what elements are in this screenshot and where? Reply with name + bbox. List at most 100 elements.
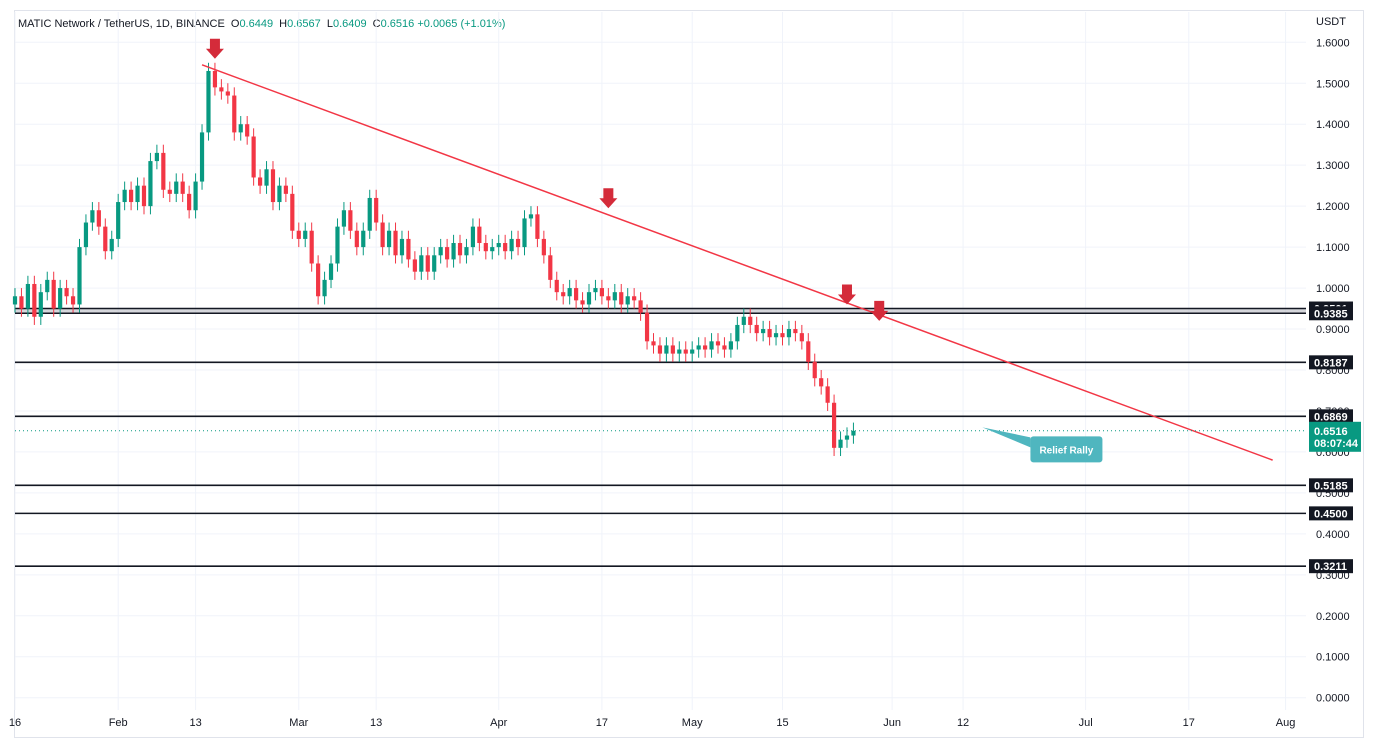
x-tick-label: 17 [1183, 717, 1195, 729]
candle-body [690, 349, 695, 354]
candle-body [670, 345, 675, 354]
candle-body [25, 283, 30, 309]
down-arrow-icon [599, 188, 618, 209]
candle-body [212, 70, 218, 88]
candle-body [257, 177, 263, 186]
candle-body [232, 95, 237, 133]
level-label-bg [1309, 478, 1353, 493]
candle-body [425, 255, 430, 272]
annotation-pointer [982, 427, 1031, 448]
candle-body [838, 439, 843, 448]
candle-body [193, 181, 198, 211]
candle-body [283, 185, 288, 194]
change-value: +0.0065 (+1.01%) [417, 18, 506, 30]
candle-body [735, 324, 740, 342]
candle-body [367, 197, 372, 231]
candle-body [773, 333, 779, 338]
candle-body [683, 349, 688, 354]
candle-body [451, 243, 456, 260]
y-axis-unit: USDT [1316, 16, 1346, 28]
candle-body [561, 292, 566, 297]
candle-body [664, 345, 669, 354]
level-label: 0.6869 [1314, 411, 1348, 423]
candle-body [109, 238, 114, 252]
x-tick-label: 12 [957, 717, 969, 729]
candle-body [412, 259, 417, 272]
candle-body [812, 361, 817, 379]
candle-body [187, 193, 192, 211]
candle-body [128, 189, 134, 203]
symbol-label[interactable]: MATIC Network / TetherUS, 1D, BINANCE [18, 18, 225, 30]
y-tick-label: 0.4000 [1316, 529, 1350, 541]
candle-body [167, 189, 172, 194]
down-arrow-icon [870, 300, 889, 321]
annotation-box[interactable] [1030, 436, 1103, 463]
candle-body [780, 333, 785, 338]
candle-body [535, 214, 540, 239]
candle-body [90, 210, 95, 223]
y-tick-label: 1.5000 [1316, 78, 1350, 90]
candle-body [38, 292, 43, 317]
candle-body [419, 255, 424, 272]
candle-body [303, 230, 308, 239]
candle-body [219, 87, 224, 92]
candle-body [399, 238, 405, 256]
chart-header: MATIC Network / TetherUS, 1D, BINANCE O 0… [18, 18, 505, 30]
candle-body [741, 316, 746, 325]
x-tick-label: 13 [370, 717, 382, 729]
annotation-label: Relief Rally [1039, 445, 1093, 456]
candle-body [586, 292, 592, 305]
candle-body [277, 185, 282, 203]
candle-body [406, 238, 411, 260]
candle-body [464, 247, 469, 256]
x-tick-label: Feb [109, 717, 128, 729]
down-arrow-icon [205, 38, 224, 59]
candle-body [844, 435, 850, 440]
candle-body [574, 288, 579, 301]
low-label: L [326, 18, 333, 30]
candle-body [77, 247, 82, 305]
candle-body [64, 288, 69, 297]
level-label: 0.8187 [1314, 357, 1348, 369]
candle-body [374, 197, 379, 223]
candle-body [290, 193, 295, 231]
candle-body [32, 283, 37, 317]
candle-body [644, 312, 650, 342]
candle-body [380, 222, 385, 248]
candle-body [541, 238, 546, 256]
candle-body [806, 341, 811, 362]
level-label: 0.9385 [1314, 308, 1348, 320]
candle-body [96, 210, 101, 227]
candle-body [509, 238, 514, 252]
x-tick-label: Jul [1079, 717, 1093, 729]
candle-body [548, 255, 553, 280]
x-tick-label: 17 [596, 717, 608, 729]
y-tick-label: 0.0000 [1316, 693, 1350, 705]
candle-body [632, 296, 637, 301]
candle-body [651, 341, 656, 346]
candle-body [625, 296, 630, 305]
y-tick-label: 1.0000 [1316, 283, 1350, 295]
candle-body [199, 132, 205, 182]
candle-body [722, 345, 727, 350]
candle-body [12, 296, 18, 305]
candle-body [251, 136, 256, 178]
candle-body [438, 247, 443, 256]
y-tick-label: 0.2000 [1316, 611, 1350, 623]
candle-body [702, 345, 708, 350]
candle-body [528, 214, 534, 219]
high-value: 0.6567 [287, 18, 321, 30]
candle-body [135, 185, 140, 203]
close-value: 0.6516 [380, 18, 415, 30]
open-label: O [230, 18, 240, 30]
last-price-label: 0.6516 [1314, 426, 1348, 438]
y-tick-label: 1.2000 [1316, 201, 1350, 213]
candle-body [696, 345, 701, 350]
candle-body [606, 296, 611, 301]
candle-body [825, 386, 830, 403]
candle-body [45, 279, 50, 293]
candle-body [748, 316, 753, 325]
trend-line[interactable] [201, 64, 1273, 461]
candle-body [522, 218, 527, 248]
